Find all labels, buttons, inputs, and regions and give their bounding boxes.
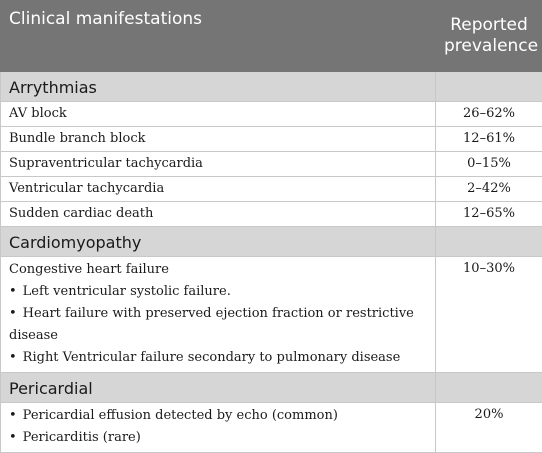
row-value: 2–42% [436,177,542,202]
row-label-block: Pericardial effusion detected by echo (c… [1,403,436,453]
table-row: Congestive heart failure Left ventricula… [1,257,542,373]
row-label: Supraventricular tachycardia [1,152,436,177]
section-title: Pericardial [1,373,436,403]
table-header-row: Clinical manifestations Reported prevale… [1,1,542,72]
list-item: Right Ventricular failure secondary to p… [9,347,427,369]
section-empty-cell [436,227,542,257]
header-clinical-manifestations: Clinical manifestations [1,1,436,72]
section-title: Cardiomyopathy [1,227,436,257]
row-value: 0–15% [436,152,542,177]
row-label: Sudden cardiac death [1,202,436,227]
section-row-arrythmias: Arrythmias [1,72,542,102]
row-value: 12–61% [436,127,542,152]
row-label: AV block [1,102,436,127]
list-item: Pericarditis (rare) [9,427,427,449]
section-title: Arrythmias [1,72,436,102]
table-row: Supraventricular tachycardia 0–15% [1,152,542,177]
bullet-list: Left ventricular systolic failure. Heart… [9,281,427,369]
bullet-list: Pericardial effusion detected by echo (c… [9,405,427,449]
list-item: Pericardial effusion detected by echo (c… [9,405,427,427]
header-prevalence-line1: Reported [444,15,534,36]
table-row: Pericardial effusion detected by echo (c… [1,403,542,453]
section-empty-cell [436,373,542,403]
list-item: Left ventricular systolic failure. [9,281,427,303]
list-item: Heart failure with preserved ejection fr… [9,303,427,347]
row-label: Bundle branch block [1,127,436,152]
row-label: Congestive heart failure [9,259,427,281]
row-value: 12–65% [436,202,542,227]
header-reported-prevalence: Reported prevalence [436,1,542,72]
table-row: Bundle branch block 12–61% [1,127,542,152]
row-label: Ventricular tachycardia [1,177,436,202]
table-row: Ventricular tachycardia 2–42% [1,177,542,202]
section-row-cardiomyopathy: Cardiomyopathy [1,227,542,257]
row-value: 26–62% [436,102,542,127]
row-value: 10–30% [436,257,542,373]
table-row: Sudden cardiac death 12–65% [1,202,542,227]
row-label-block: Congestive heart failure Left ventricula… [1,257,436,373]
row-value: 20% [436,403,542,453]
header-prevalence-line2: prevalence [444,36,534,57]
table-row: AV block 26–62% [1,102,542,127]
section-row-pericardial: Pericardial [1,373,542,403]
section-empty-cell [436,72,542,102]
